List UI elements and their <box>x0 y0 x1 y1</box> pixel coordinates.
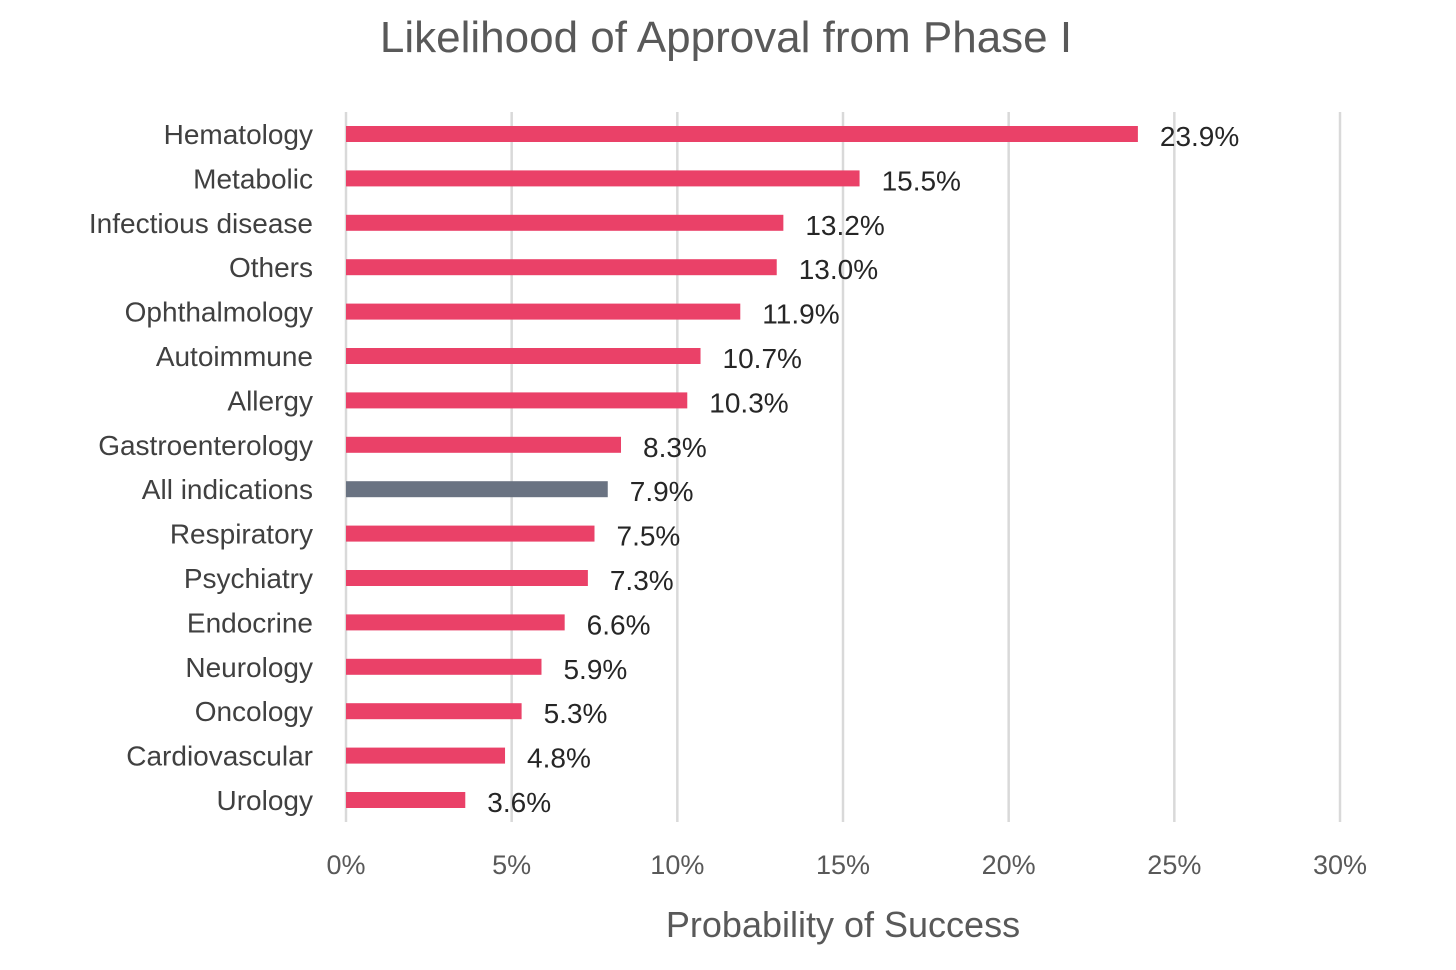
category-label: Cardiovascular <box>126 741 313 772</box>
category-label: Oncology <box>195 696 313 727</box>
data-label: 7.5% <box>617 521 681 552</box>
bar <box>346 170 860 187</box>
bars <box>346 126 1138 808</box>
bar <box>346 436 622 453</box>
category-label: Psychiatry <box>184 563 313 594</box>
bar <box>346 348 701 364</box>
category-label: Others <box>229 252 313 283</box>
data-label: 7.9% <box>630 476 694 507</box>
x-tick-label: 15% <box>816 850 870 880</box>
labels: 0% 5% 10% 15% 20% 25% 30% Hematology 23.9% Metabo… <box>89 119 1367 880</box>
bar <box>346 747 506 764</box>
data-label: 10.7% <box>723 343 802 374</box>
category-label: Neurology <box>185 652 313 683</box>
category-label: Gastroenterology <box>98 430 313 461</box>
category-label: All indications <box>142 474 313 505</box>
bar <box>346 303 741 320</box>
x-tick-label: 5% <box>492 850 531 880</box>
category-label: Respiratory <box>170 519 313 550</box>
data-label: 3.6% <box>487 787 551 818</box>
x-tick-label: 20% <box>982 850 1036 880</box>
bar <box>346 481 608 498</box>
data-label: 4.8% <box>527 743 591 774</box>
category-label: Endocrine <box>187 607 313 638</box>
data-label: 13.2% <box>805 210 884 241</box>
bar <box>346 703 522 720</box>
x-tick-label: 10% <box>650 850 704 880</box>
data-label: 15.5% <box>882 165 961 196</box>
bar <box>346 126 1138 142</box>
x-tick-label: 0% <box>326 850 365 880</box>
data-label: 5.9% <box>563 654 627 685</box>
bar <box>346 392 688 409</box>
x-axis-title: Probability of Success <box>666 904 1020 945</box>
category-label: Ophthalmology <box>125 297 313 328</box>
category-label: Hematology <box>164 119 313 150</box>
data-label: 13.0% <box>799 254 878 285</box>
bar <box>346 525 595 542</box>
data-label: 7.3% <box>610 565 674 596</box>
bar <box>346 570 588 586</box>
bar <box>346 614 565 631</box>
x-tick-label: 25% <box>1147 850 1201 880</box>
x-tick-label: 30% <box>1313 850 1367 880</box>
category-label: Urology <box>217 785 313 816</box>
category-label: Autoimmune <box>156 341 313 372</box>
data-label: 5.3% <box>544 698 608 729</box>
bar <box>346 259 777 276</box>
bar <box>346 658 542 675</box>
data-label: 10.3% <box>709 387 788 418</box>
data-label: 11.9% <box>762 299 839 330</box>
category-label: Infectious disease <box>89 208 313 239</box>
category-label: Metabolic <box>193 163 313 194</box>
category-label: Allergy <box>227 385 313 416</box>
data-label: 23.9% <box>1160 121 1239 152</box>
data-label: 6.6% <box>587 609 651 640</box>
chart-title: Likelihood of Approval from Phase I <box>380 13 1072 62</box>
bar <box>346 792 466 808</box>
bar <box>346 214 784 231</box>
data-label: 8.3% <box>643 432 707 463</box>
